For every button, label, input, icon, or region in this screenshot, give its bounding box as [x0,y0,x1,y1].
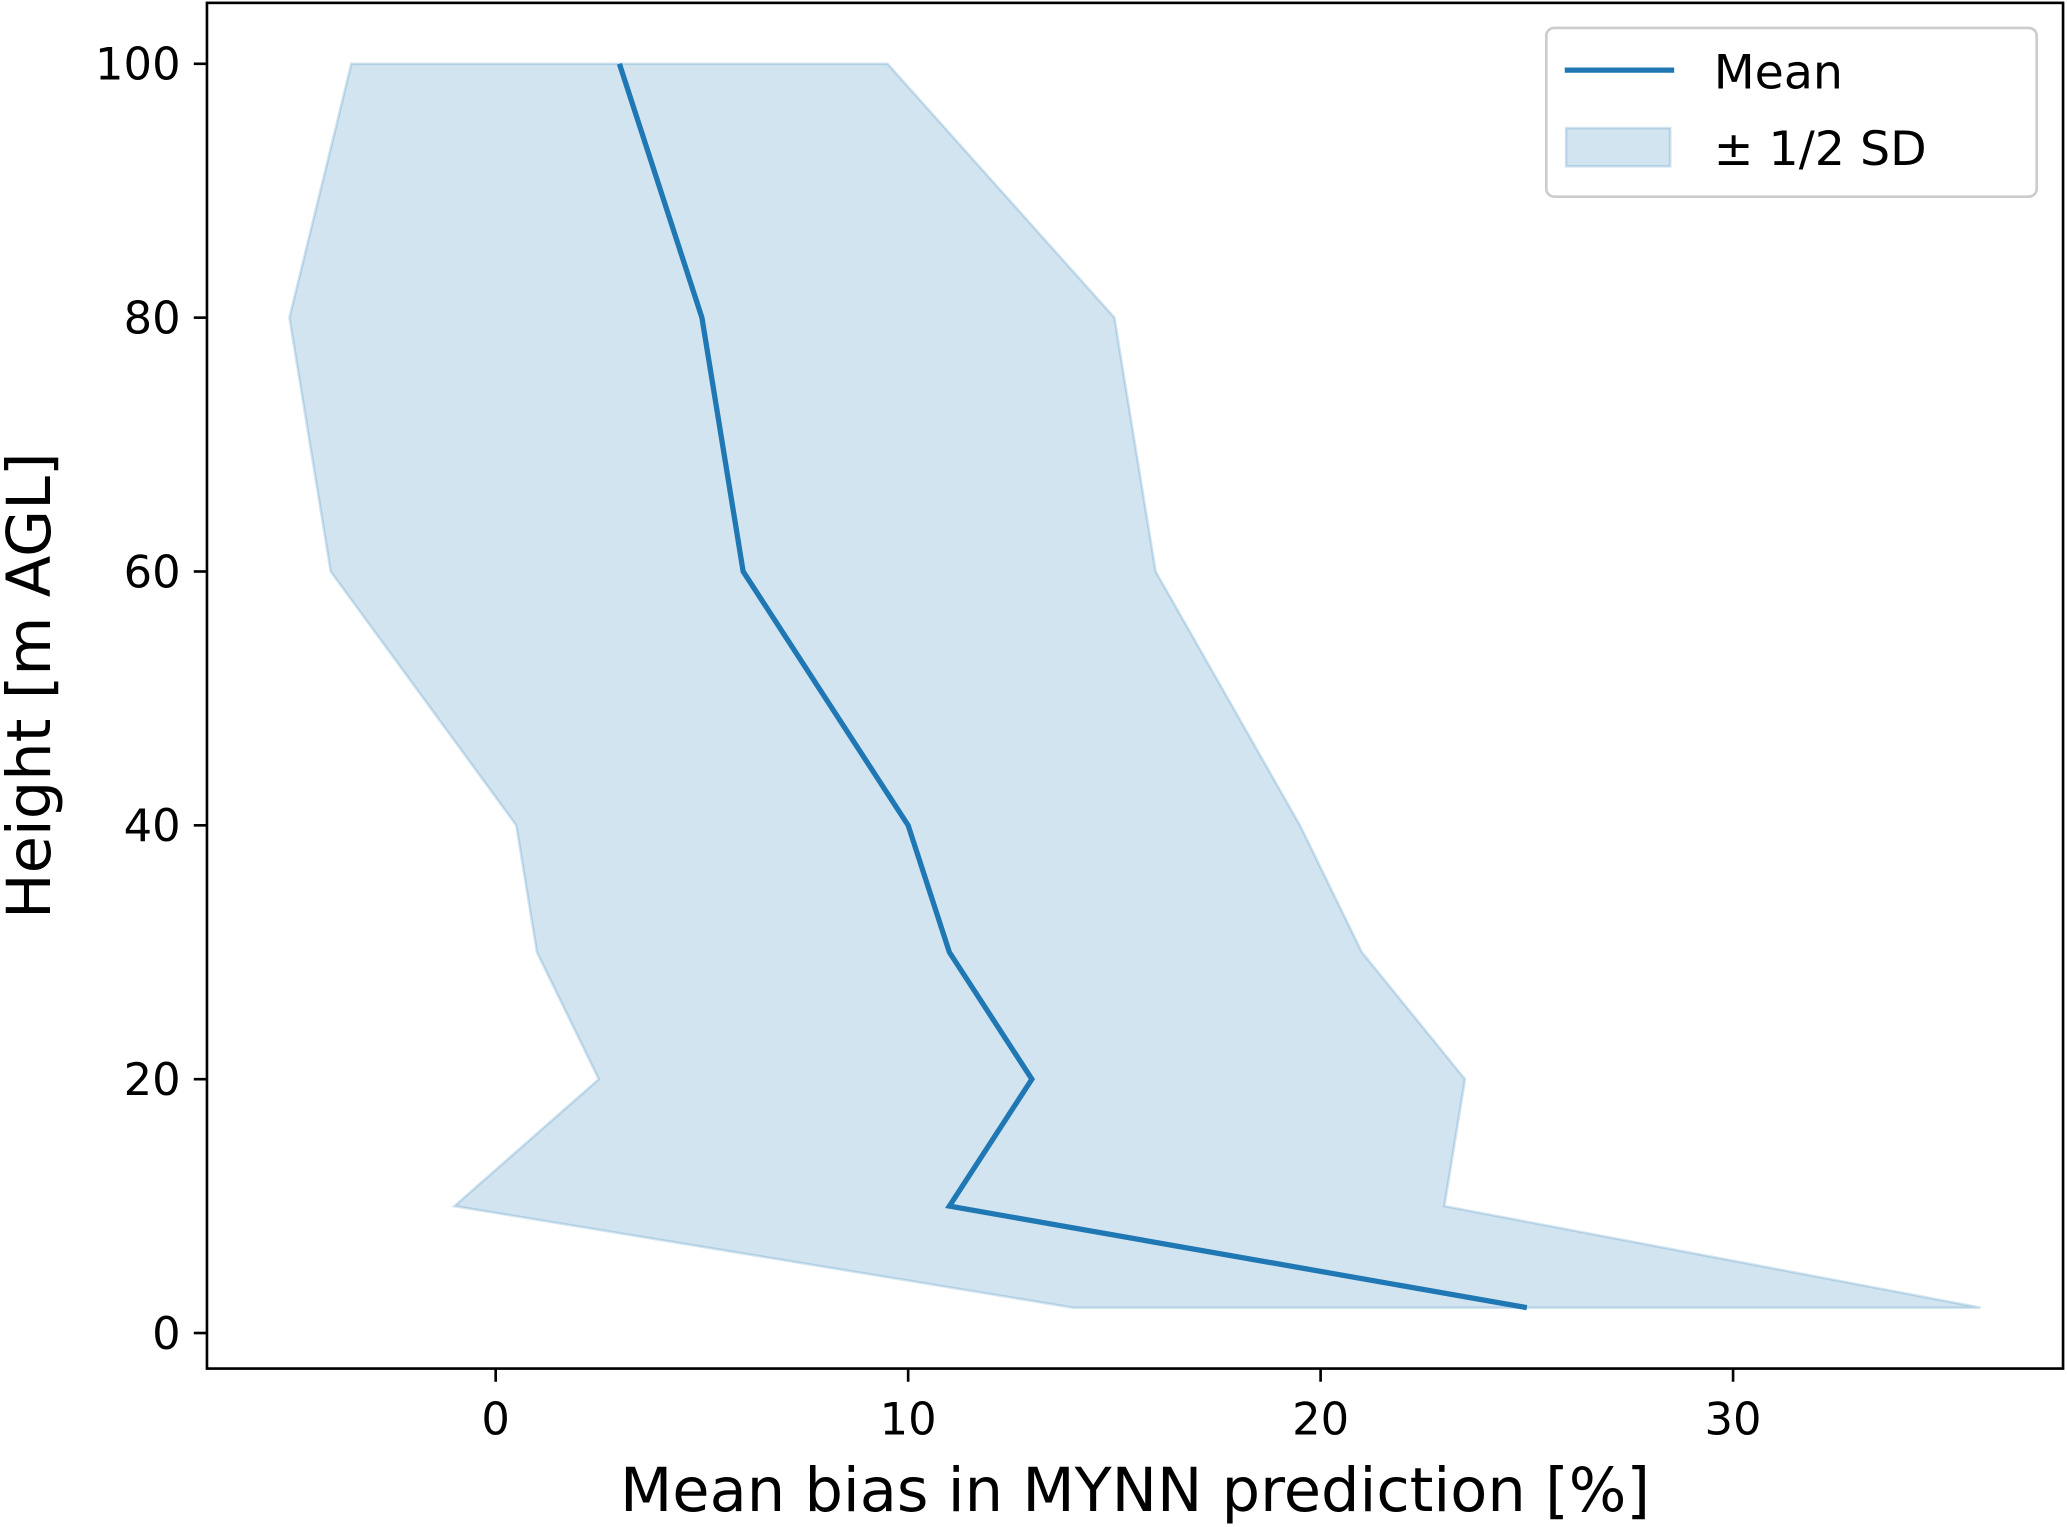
legend-mean-label: Mean [1714,46,1843,101]
mean-line [616,62,1528,1311]
y-tick-label: 100 [95,38,181,91]
y-tick-label: 0 [152,1307,181,1360]
legend-sd-swatch [1564,126,1672,168]
sd-band [288,62,1981,1309]
x-tick-label: 30 [1705,1392,1762,1445]
x-axis-label: Mean bias in MYNN prediction [%] [620,1456,1650,1526]
axes-frame [205,1,2065,1370]
plot-area [288,62,1981,1311]
y-axis: 0 20 40 60 80 100 [95,38,207,1360]
legend: Mean ± 1/2 SD [1544,26,2038,198]
x-tick-label: 10 [880,1392,937,1445]
x-axis: 0 10 20 30 [481,1368,1762,1445]
y-axis-label: Height [m AGL] [0,452,65,918]
x-tick-label: 20 [1292,1392,1349,1445]
y-tick-label: 20 [124,1053,181,1106]
legend-sd-label: ± 1/2 SD [1714,122,1927,177]
y-tick-label: 40 [124,799,181,852]
y-tick-label: 60 [124,545,181,598]
x-tick-label: 0 [481,1392,510,1445]
y-tick-label: 80 [124,291,181,344]
